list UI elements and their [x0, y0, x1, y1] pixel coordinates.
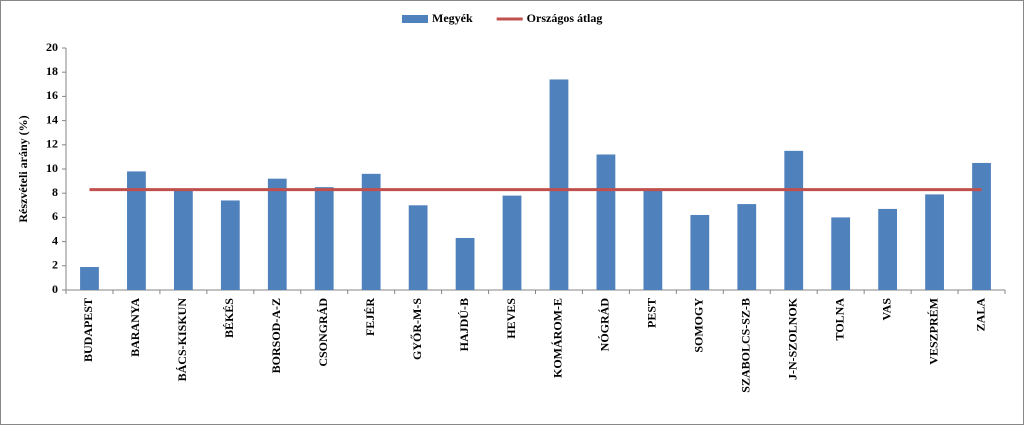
- x-tick-label: ZALA: [973, 298, 987, 332]
- bar: [737, 204, 757, 290]
- x-tick-label: FEJÉR: [363, 298, 377, 336]
- x-tick-label: J-N-SZOLNOK: [785, 297, 799, 380]
- legend-label: Megyék: [432, 11, 473, 25]
- x-tick-label: BÉKÉS: [222, 298, 236, 338]
- x-tick-label: BORSOD-A-Z: [269, 298, 283, 373]
- x-tick-label: SZABOLCS-SZ-B: [739, 298, 753, 393]
- legend-label: Országos átlag: [527, 11, 603, 25]
- y-tick-label: 18: [46, 64, 58, 78]
- y-tick-label: 16: [46, 88, 58, 102]
- x-tick-label: TOLNA: [832, 298, 846, 341]
- x-tick-label: KOMÁROM-E: [551, 298, 565, 378]
- y-tick-label: 6: [52, 209, 58, 223]
- x-tick-label: VESZPRÉM: [926, 298, 940, 365]
- y-tick-label: 20: [46, 40, 58, 54]
- bar: [127, 171, 146, 290]
- y-tick-label: 10: [46, 161, 58, 175]
- x-tick-label: NÓGRÁD: [598, 298, 612, 352]
- x-tick-label: HEVES: [504, 298, 518, 339]
- bar: [80, 267, 99, 290]
- x-tick-label: PEST: [645, 298, 659, 328]
- y-tick-label: 14: [46, 112, 58, 126]
- bar: [408, 205, 428, 290]
- x-tick-label: BARANYA: [128, 298, 142, 357]
- x-tick-label: SOMOGY: [692, 298, 706, 353]
- bar: [549, 79, 569, 291]
- x-tick-label: VAS: [879, 298, 893, 321]
- y-tick-label: 0: [52, 282, 58, 296]
- y-tick-label: 8: [52, 185, 58, 199]
- x-tick-label: GYŐR-M-S: [409, 298, 424, 360]
- bar: [502, 195, 522, 290]
- bar: [925, 194, 944, 290]
- x-tick-label: BUDAPEST: [81, 298, 95, 362]
- bar: [455, 237, 475, 290]
- bar: [878, 208, 898, 290]
- bar: [596, 154, 616, 290]
- y-axis-title: Részvételi arány (%): [16, 115, 30, 222]
- y-tick-label: 2: [52, 258, 58, 272]
- legend-swatch: [402, 15, 428, 23]
- bar: [220, 200, 240, 290]
- bar: [831, 217, 851, 290]
- bar: [643, 189, 663, 290]
- bar: [361, 173, 381, 290]
- bar: [690, 214, 710, 290]
- bar: [267, 178, 287, 290]
- bar: [784, 150, 804, 290]
- bar: [314, 187, 334, 290]
- x-tick-label: BÁCS-KISKUN: [175, 298, 189, 382]
- bar: [972, 162, 991, 290]
- x-tick-label: HAJDÚ-B: [457, 298, 471, 351]
- bar: [173, 189, 193, 290]
- y-tick-label: 4: [52, 233, 58, 247]
- y-tick-label: 12: [46, 137, 58, 151]
- x-tick-label: CSONGRÁD: [316, 298, 330, 367]
